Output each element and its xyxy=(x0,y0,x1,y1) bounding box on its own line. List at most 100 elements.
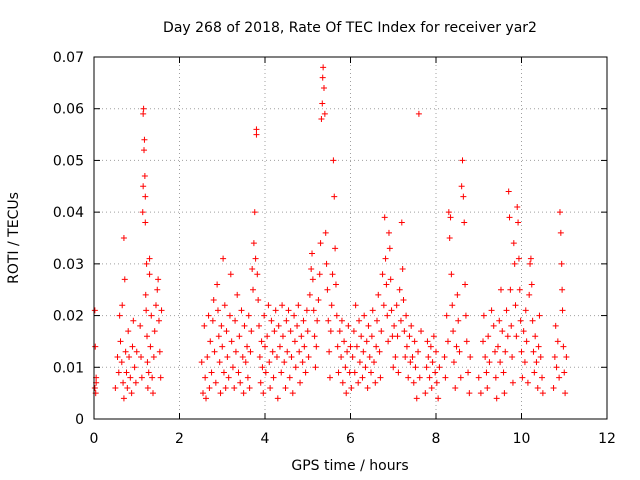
data-point xyxy=(202,374,209,381)
data-point xyxy=(223,328,230,335)
data-point xyxy=(222,384,229,391)
data-point xyxy=(144,359,151,366)
data-point xyxy=(499,328,506,335)
data-point xyxy=(551,353,558,360)
data-point xyxy=(124,384,131,391)
data-point xyxy=(393,302,400,309)
data-point xyxy=(460,193,467,200)
data-point xyxy=(539,390,546,397)
data-point xyxy=(207,338,214,345)
data-point xyxy=(537,353,544,360)
data-point xyxy=(351,369,358,376)
data-point xyxy=(484,384,491,391)
data-point xyxy=(250,286,257,293)
data-point xyxy=(477,390,484,397)
data-point xyxy=(405,374,412,381)
data-point xyxy=(480,338,487,345)
data-point xyxy=(130,317,137,324)
data-point xyxy=(324,286,331,293)
data-point xyxy=(504,333,511,340)
data-point xyxy=(411,338,418,345)
data-point xyxy=(273,353,280,360)
data-point xyxy=(556,209,563,216)
data-point xyxy=(330,157,337,164)
data-point xyxy=(416,374,423,381)
data-point xyxy=(241,322,248,329)
data-point xyxy=(131,364,138,371)
data-point xyxy=(321,110,328,117)
data-point xyxy=(485,333,492,340)
data-point xyxy=(118,359,125,366)
data-point xyxy=(461,219,468,226)
data-point xyxy=(126,353,133,360)
data-point xyxy=(279,302,286,309)
data-point xyxy=(198,359,205,366)
data-point xyxy=(325,317,332,324)
data-point xyxy=(140,110,147,117)
data-point xyxy=(319,100,326,107)
data-point xyxy=(121,276,128,283)
data-point xyxy=(146,255,153,262)
data-point xyxy=(514,203,521,210)
data-point xyxy=(353,343,360,350)
data-point xyxy=(379,271,386,278)
data-point xyxy=(398,219,405,226)
data-point xyxy=(349,353,356,360)
data-point xyxy=(299,359,306,366)
data-point xyxy=(497,286,504,293)
data-point xyxy=(142,193,149,200)
data-point xyxy=(205,312,212,319)
data-point xyxy=(266,359,273,366)
data-point xyxy=(433,379,440,386)
data-point xyxy=(294,322,301,329)
data-point xyxy=(212,379,219,386)
data-point xyxy=(446,235,453,241)
data-point xyxy=(406,333,413,340)
data-point xyxy=(253,131,260,138)
data-point xyxy=(271,328,278,335)
data-point xyxy=(368,333,375,340)
data-point xyxy=(295,302,302,309)
data-point xyxy=(534,384,541,391)
data-point xyxy=(467,353,474,360)
data-point xyxy=(377,374,384,381)
data-point xyxy=(127,374,134,381)
data-point xyxy=(344,348,351,355)
data-point xyxy=(250,240,257,247)
data-point xyxy=(444,338,451,345)
data-point xyxy=(338,317,345,324)
data-point xyxy=(552,322,559,329)
data-point xyxy=(530,348,537,355)
data-point xyxy=(390,364,397,371)
data-point xyxy=(462,312,469,319)
data-point xyxy=(303,307,310,314)
data-point xyxy=(458,183,465,190)
data-point xyxy=(128,390,135,397)
data-point xyxy=(553,364,560,371)
data-point xyxy=(232,317,239,324)
data-point xyxy=(302,369,309,376)
data-point xyxy=(397,317,404,324)
data-point xyxy=(362,364,369,371)
data-point xyxy=(512,302,519,309)
data-point xyxy=(142,219,149,226)
data-point xyxy=(388,307,395,314)
data-point xyxy=(422,390,429,397)
data-point xyxy=(402,353,409,360)
data-point xyxy=(490,322,497,329)
data-point xyxy=(343,390,350,397)
data-point xyxy=(528,281,535,288)
data-point xyxy=(563,353,570,360)
data-point xyxy=(291,312,298,319)
data-point xyxy=(513,333,520,340)
data-point xyxy=(392,353,399,360)
data-point xyxy=(415,348,422,355)
data-point xyxy=(291,338,298,345)
data-point xyxy=(300,317,307,324)
data-point xyxy=(527,255,534,262)
data-point xyxy=(91,384,98,391)
data-point xyxy=(531,369,538,376)
data-point xyxy=(201,322,208,329)
data-point xyxy=(466,390,473,397)
x-tick-label: 6 xyxy=(346,431,355,447)
